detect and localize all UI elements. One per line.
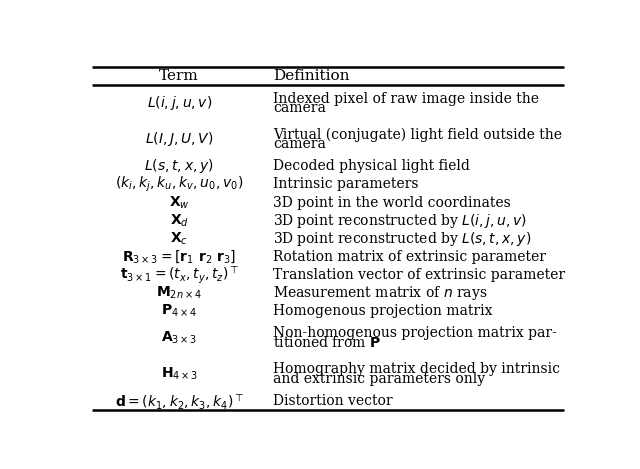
Text: Distortion vector: Distortion vector <box>273 394 393 408</box>
Text: $\mathbf{X}_w$: $\mathbf{X}_w$ <box>169 194 189 211</box>
Text: camera: camera <box>273 137 326 151</box>
Text: Indexed pixel of raw image inside the: Indexed pixel of raw image inside the <box>273 91 540 106</box>
Text: Non-homogenous projection matrix par-: Non-homogenous projection matrix par- <box>273 326 557 340</box>
Text: 3D point in the world coordinates: 3D point in the world coordinates <box>273 196 511 210</box>
Text: camera: camera <box>273 101 326 115</box>
Text: 3D point reconstructed by $L(i, j, u, v)$: 3D point reconstructed by $L(i, j, u, v)… <box>273 212 527 230</box>
Text: Homography matrix decided by intrinsic: Homography matrix decided by intrinsic <box>273 363 561 377</box>
Text: $\mathbf{M}_{2n\times4}$: $\mathbf{M}_{2n\times4}$ <box>156 285 202 301</box>
Text: and extrinsic parameters only: and extrinsic parameters only <box>273 372 486 386</box>
Text: Term: Term <box>159 69 199 83</box>
Text: $L(s, t, x, y)$: $L(s, t, x, y)$ <box>144 158 214 175</box>
Text: Translation vector of extrinsic parameter: Translation vector of extrinsic paramete… <box>273 268 566 282</box>
Text: $\mathbf{H}_{4\times3}$: $\mathbf{H}_{4\times3}$ <box>161 366 198 382</box>
Text: $(k_i, k_j, k_u, k_v, u_0, v_0)$: $(k_i, k_j, k_u, k_v, u_0, v_0)$ <box>115 175 243 194</box>
Text: Measurement matrix of $n$ rays: Measurement matrix of $n$ rays <box>273 284 488 302</box>
Text: $\mathbf{X}_c$: $\mathbf{X}_c$ <box>170 230 188 247</box>
Text: Intrinsic parameters: Intrinsic parameters <box>273 177 419 191</box>
Text: 3D point reconstructed by $L(s, t, x, y)$: 3D point reconstructed by $L(s, t, x, y)… <box>273 230 532 248</box>
Text: Homogenous projection matrix: Homogenous projection matrix <box>273 304 493 318</box>
Text: Decoded physical light field: Decoded physical light field <box>273 159 470 174</box>
Text: $L(I, J, U, V)$: $L(I, J, U, V)$ <box>145 130 214 148</box>
Text: Definition: Definition <box>273 69 350 83</box>
Text: $\mathbf{P}_{4\times4}$: $\mathbf{P}_{4\times4}$ <box>161 303 197 319</box>
Text: $\mathbf{t}_{3\times1} = (t_x, t_y, t_z)^\top$: $\mathbf{t}_{3\times1} = (t_x, t_y, t_z)… <box>120 265 239 285</box>
Text: $\mathbf{A}_{3\times3}$: $\mathbf{A}_{3\times3}$ <box>161 330 197 346</box>
Text: $\mathbf{X}_d$: $\mathbf{X}_d$ <box>170 212 189 229</box>
Text: Virtual (conjugate) light field outside the: Virtual (conjugate) light field outside … <box>273 128 563 142</box>
Text: Rotation matrix of extrinsic parameter: Rotation matrix of extrinsic parameter <box>273 250 547 264</box>
Text: $\mathbf{R}_{3\times3} = [\mathbf{r}_1\ \mathbf{r}_2\ \mathbf{r}_3]$: $\mathbf{R}_{3\times3} = [\mathbf{r}_1\ … <box>122 248 236 265</box>
Text: $L(i, j, u, v)$: $L(i, j, u, v)$ <box>147 94 212 112</box>
Text: titioned from $\mathbf{P}$: titioned from $\mathbf{P}$ <box>273 335 381 350</box>
Text: $\mathbf{d} = (k_1, k_2, k_3, k_4)^\top$: $\mathbf{d} = (k_1, k_2, k_3, k_4)^\top$ <box>115 392 244 411</box>
